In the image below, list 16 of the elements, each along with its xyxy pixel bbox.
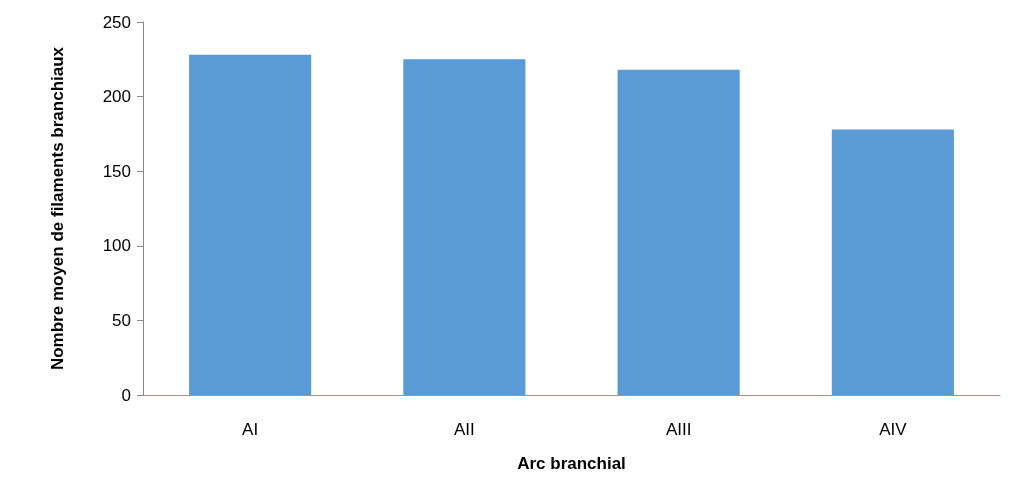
x-tick-label: AIV	[879, 420, 908, 439]
y-tick-label: 250	[102, 12, 131, 32]
y-tick-label: 100	[102, 236, 131, 256]
y-tick-label: 200	[102, 87, 131, 107]
y-tick-label: 0	[121, 385, 131, 405]
y-tick-label: 150	[102, 161, 131, 181]
x-tick-label: AI	[242, 420, 259, 439]
x-tick-label: AIII	[665, 420, 692, 439]
x-tick-label: AII	[453, 420, 475, 439]
bar	[831, 129, 954, 395]
y-tick-label: 50	[112, 310, 131, 330]
x-axis-title: Arc branchial	[517, 454, 626, 473]
bar	[189, 54, 312, 395]
bar	[403, 59, 526, 395]
bar	[617, 69, 740, 395]
y-axis-title: Nombre moyen de filaments branchiaux	[47, 46, 67, 371]
